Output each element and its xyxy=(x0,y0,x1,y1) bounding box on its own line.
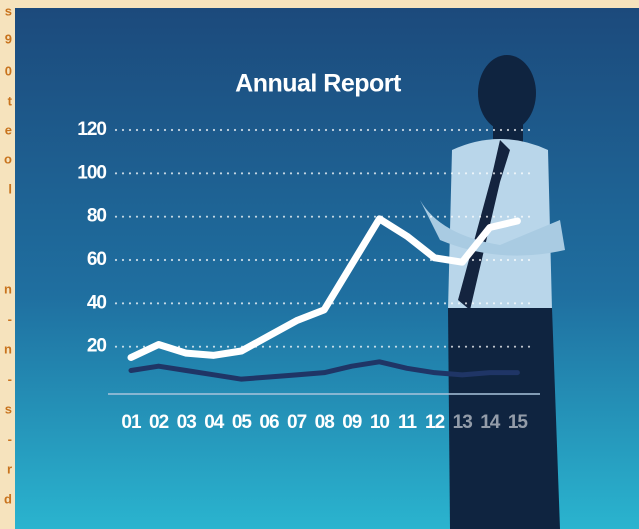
x-tick-label: 02 xyxy=(149,412,169,433)
x-tick-label: 11 xyxy=(398,412,418,433)
sidebar-fragment: - xyxy=(8,431,12,446)
x-tick-label: 15 xyxy=(508,412,529,433)
x-tick-label: 09 xyxy=(342,412,362,433)
x-tick-label: 13 xyxy=(453,412,473,433)
sidebar-fragment: e xyxy=(5,122,12,137)
sidebar-fragment: - xyxy=(8,371,12,386)
x-tick-label: 08 xyxy=(315,412,335,433)
data-line xyxy=(127,215,521,361)
plot: 20 40 60 80 100 120 01 02 03 04 05 06 07 08 09 10 11 12 13… xyxy=(77,119,537,433)
x-tick-label: 03 xyxy=(177,412,197,433)
x-tick-label: 06 xyxy=(259,412,279,433)
y-tick-label: 100 xyxy=(77,162,106,183)
sidebar-fragment: s xyxy=(5,401,12,416)
y-tick-label: 80 xyxy=(87,206,107,227)
x-tick-label: 14 xyxy=(480,412,501,433)
sidebar-fragment: n xyxy=(4,281,12,296)
sidebar-fragment: n xyxy=(4,341,12,356)
sidebar-fragment: - xyxy=(8,311,12,326)
chart-title: Annual Report xyxy=(235,70,402,98)
sidebar-fragment: 0 xyxy=(5,63,12,78)
sidebar-fragment: s xyxy=(5,3,12,18)
sidebar-fragment: 9 xyxy=(5,31,12,46)
sidebar-fragment: r xyxy=(7,461,12,476)
sidebar-fragment: t xyxy=(8,93,13,108)
x-tick-label: 05 xyxy=(232,412,253,433)
y-tick-label: 20 xyxy=(87,336,107,357)
x-tick-label: 01 xyxy=(121,412,142,433)
x-tick-label: 12 xyxy=(425,412,445,433)
x-tick-label: 10 xyxy=(370,412,390,433)
x-tick-label: 04 xyxy=(204,412,225,433)
y-tick-label: 120 xyxy=(77,119,106,140)
sidebar-fragment: o xyxy=(4,151,12,166)
x-tick-label: 07 xyxy=(287,412,307,433)
sidebar-fragment: l xyxy=(8,181,12,196)
y-tick-label: 60 xyxy=(87,249,107,270)
sidebar-fragment: d xyxy=(4,491,12,506)
y-tick-label: 40 xyxy=(87,292,107,313)
data-line xyxy=(128,359,520,382)
